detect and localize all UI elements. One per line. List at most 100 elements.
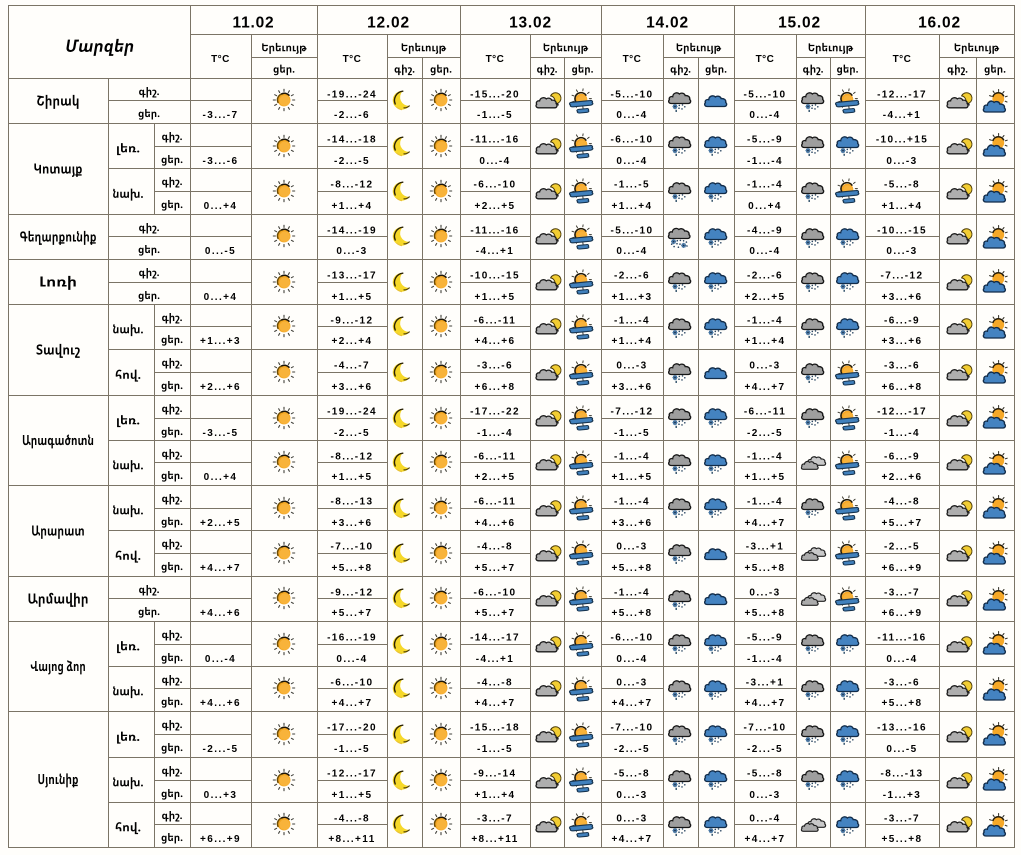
svg-text:-2...-5: -2...-5 [334, 156, 370, 167]
svg-text:-7...-12: -7...-12 [611, 407, 654, 418]
svg-text:-1...-5: -1...-5 [614, 428, 650, 439]
svg-text:-1...-4: -1...-4 [614, 588, 650, 599]
svg-text:+3...+6: +3...+6 [882, 292, 923, 303]
svg-text:+3...+6: +3...+6 [882, 336, 923, 347]
svg-text:0...+3: 0...+3 [204, 790, 238, 801]
svg-text:-1...-4: -1...-4 [614, 452, 650, 463]
svg-text:+3...+6: +3...+6 [332, 518, 373, 529]
svg-text:0...-3: 0...-3 [616, 678, 647, 689]
svg-text:-6...-11: -6...-11 [474, 316, 516, 327]
svg-text:-6...-11: -6...-11 [744, 407, 786, 418]
svg-text:-8...-13: -8...-13 [881, 769, 924, 780]
svg-text:+6...+9: +6...+9 [200, 834, 241, 845]
svg-text:-7...-10: -7...-10 [331, 542, 374, 553]
svg-text:+1...+5: +1...+5 [332, 472, 373, 483]
svg-text:+2...+5: +2...+5 [475, 472, 516, 483]
svg-text:-7...-10: -7...-10 [744, 723, 787, 734]
svg-text:-1...-5: -1...-5 [614, 180, 650, 191]
svg-text:+1...+4: +1...+4 [612, 336, 653, 347]
svg-text:0...-5: 0...-5 [205, 246, 236, 257]
svg-text:-7...-12: -7...-12 [881, 271, 924, 282]
svg-text:-2...-5: -2...-5 [203, 744, 239, 755]
svg-text:-1...-4: -1...-4 [747, 316, 783, 327]
svg-text:-1...-4: -1...-4 [747, 156, 783, 167]
svg-text:11.02: 11.02 [233, 15, 275, 32]
svg-text:-1...-4: -1...-4 [477, 428, 513, 439]
svg-text:+6...+8: +6...+8 [882, 382, 923, 393]
svg-text:-3...-7: -3...-7 [203, 110, 239, 121]
svg-text:+1...+5: +1...+5 [745, 472, 786, 483]
svg-text:-3...-6: -3...-6 [477, 361, 513, 372]
svg-text:T°C: T°C [486, 54, 505, 65]
svg-text:+4...+6: +4...+6 [475, 518, 516, 529]
svg-text:+1...+4: +1...+4 [612, 201, 653, 212]
svg-text:-6...-10: -6...-10 [331, 678, 374, 689]
svg-text:0...-3: 0...-3 [749, 361, 780, 372]
svg-text:0...-4: 0...-4 [616, 110, 647, 121]
svg-text:-4...+1: -4...+1 [476, 654, 514, 665]
svg-text:-6...-11: -6...-11 [474, 497, 516, 508]
svg-text:-2...-5: -2...-5 [614, 744, 650, 755]
svg-text:+6...+9: +6...+9 [882, 608, 923, 619]
svg-text:-8...-12: -8...-12 [331, 180, 374, 191]
svg-text:+4...+6: +4...+6 [200, 698, 241, 709]
svg-text:+5...+7: +5...+7 [475, 563, 516, 574]
svg-text:+8...+11: +8...+11 [471, 834, 518, 845]
svg-text:0...-3: 0...-3 [749, 588, 780, 599]
svg-text:-1...-5: -1...-5 [477, 744, 513, 755]
svg-text:-4...+1: -4...+1 [476, 246, 514, 257]
svg-text:-3...-7: -3...-7 [477, 814, 513, 825]
svg-text:-6...-9: -6...-9 [884, 316, 920, 327]
svg-text:0...-4: 0...-4 [616, 246, 647, 257]
svg-text:-5...-10: -5...-10 [744, 90, 787, 101]
svg-text:-16...-19: -16...-19 [327, 633, 377, 644]
svg-text:-15...-18: -15...-18 [470, 723, 520, 734]
svg-text:0...+4: 0...+4 [204, 472, 238, 483]
svg-text:-5...-8: -5...-8 [747, 769, 783, 780]
svg-text:+1...+4: +1...+4 [332, 201, 373, 212]
svg-text:+2...+6: +2...+6 [200, 382, 241, 393]
svg-text:-9...-12: -9...-12 [331, 316, 374, 327]
svg-text:-5...-8: -5...-8 [884, 180, 920, 191]
svg-text:-6...-11: -6...-11 [474, 452, 516, 463]
svg-text:-1...-5: -1...-5 [477, 110, 513, 121]
svg-text:+8...+11: +8...+11 [328, 834, 375, 845]
svg-text:-2...-5: -2...-5 [884, 542, 920, 553]
svg-text:+1...+5: +1...+5 [332, 790, 373, 801]
svg-text:-15...-20: -15...-20 [470, 90, 520, 101]
svg-text:-2...-6: -2...-6 [334, 110, 370, 121]
svg-text:-4...-7: -4...-7 [334, 361, 370, 372]
svg-text:+5...+8: +5...+8 [612, 608, 653, 619]
svg-text:-3...-7: -3...-7 [884, 814, 920, 825]
svg-text:-3...-6: -3...-6 [203, 156, 239, 167]
svg-text:+1...+5: +1...+5 [332, 292, 373, 303]
svg-text:16.02: 16.02 [918, 15, 961, 32]
svg-text:+1...+3: +1...+3 [200, 336, 241, 347]
svg-text:+4...+7: +4...+7 [612, 834, 653, 845]
svg-text:-4...+1: -4...+1 [883, 110, 921, 121]
svg-text:+2...+5: +2...+5 [475, 201, 516, 212]
svg-text:+4...+7: +4...+7 [745, 834, 786, 845]
svg-text:0...-3: 0...-3 [336, 246, 367, 257]
svg-text:0...-4: 0...-4 [479, 156, 510, 167]
svg-text:-2...-6: -2...-6 [747, 271, 783, 282]
svg-text:-11...-16: -11...-16 [470, 226, 519, 237]
svg-text:+4...+6: +4...+6 [475, 336, 516, 347]
svg-text:T°C: T°C [623, 54, 642, 65]
svg-text:0...-3: 0...-3 [616, 542, 647, 553]
svg-text:0...-4: 0...-4 [749, 246, 780, 257]
svg-text:-19...-24: -19...-24 [327, 407, 377, 418]
svg-text:-8...-12: -8...-12 [331, 452, 374, 463]
svg-text:+6...+9: +6...+9 [882, 563, 923, 574]
svg-text:0...+4: 0...+4 [748, 201, 782, 212]
svg-text:0...-4: 0...-4 [749, 110, 780, 121]
svg-text:-1...-4: -1...-4 [747, 497, 783, 508]
svg-text:+3...+6: +3...+6 [612, 518, 653, 529]
svg-text:+6...+8: +6...+8 [475, 382, 516, 393]
svg-text:-10...-15: -10...-15 [877, 226, 927, 237]
svg-text:-3...-7: -3...-7 [884, 588, 920, 599]
svg-text:13.02: 13.02 [509, 15, 552, 32]
svg-text:-6...-10: -6...-10 [611, 633, 654, 644]
svg-text:+3...+6: +3...+6 [332, 382, 373, 393]
svg-text:0...-3: 0...-3 [886, 156, 917, 167]
